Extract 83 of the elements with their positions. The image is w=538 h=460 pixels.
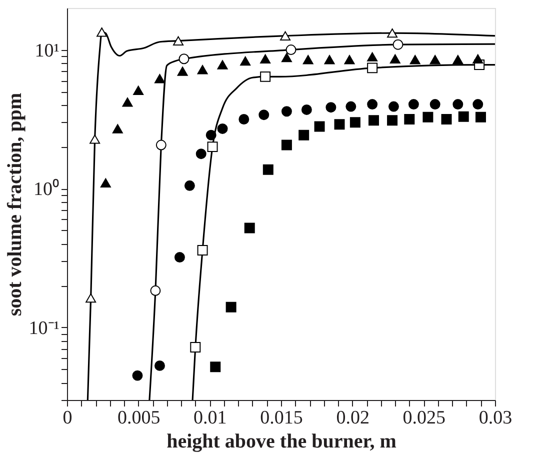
point bbox=[472, 54, 484, 64]
point bbox=[100, 178, 111, 188]
x-tick-label: 0.02 bbox=[336, 408, 370, 428]
point bbox=[298, 130, 310, 140]
point bbox=[244, 222, 255, 234]
point bbox=[150, 285, 161, 296]
point bbox=[390, 54, 400, 64]
point bbox=[190, 342, 201, 352]
point bbox=[262, 164, 274, 175]
point bbox=[387, 115, 398, 126]
point bbox=[346, 101, 356, 112]
point bbox=[430, 54, 440, 64]
point bbox=[344, 54, 355, 64]
point bbox=[226, 302, 236, 312]
point bbox=[367, 52, 378, 62]
point bbox=[210, 362, 221, 372]
point bbox=[302, 54, 314, 64]
point bbox=[430, 99, 440, 110]
point bbox=[197, 64, 208, 74]
point bbox=[387, 28, 398, 38]
point bbox=[174, 252, 185, 263]
point bbox=[334, 119, 345, 130]
point bbox=[178, 54, 190, 64]
x-tick-label: 0.01 bbox=[194, 408, 227, 428]
point bbox=[458, 111, 469, 122]
point bbox=[286, 44, 296, 56]
point bbox=[197, 244, 208, 256]
x-tick-label: 0 bbox=[62, 408, 72, 428]
point bbox=[122, 97, 133, 107]
point bbox=[258, 110, 270, 120]
point bbox=[156, 140, 166, 150]
point bbox=[452, 99, 464, 110]
point bbox=[133, 86, 144, 95]
point bbox=[96, 28, 108, 37]
x-tick-label: 0.025 bbox=[402, 408, 446, 428]
point bbox=[281, 106, 292, 117]
point bbox=[404, 114, 415, 124]
x-tick-label: 0.015 bbox=[260, 408, 303, 428]
point bbox=[422, 112, 434, 122]
point bbox=[177, 66, 188, 76]
point bbox=[408, 99, 419, 110]
point bbox=[281, 52, 292, 62]
point bbox=[367, 62, 378, 74]
point bbox=[260, 54, 271, 64]
point bbox=[280, 31, 291, 40]
y-tick-label: 10⁻¹ bbox=[28, 318, 60, 339]
point bbox=[388, 101, 399, 112]
point bbox=[206, 130, 216, 140]
point bbox=[441, 114, 452, 124]
point bbox=[475, 112, 486, 122]
point bbox=[392, 39, 404, 50]
x-tick-label: 0.005 bbox=[117, 408, 160, 428]
point bbox=[154, 74, 165, 84]
point bbox=[281, 140, 292, 150]
point bbox=[368, 115, 379, 126]
point bbox=[207, 142, 218, 152]
point bbox=[301, 104, 312, 115]
point bbox=[86, 293, 96, 303]
point bbox=[326, 102, 336, 113]
point bbox=[324, 54, 335, 64]
point bbox=[472, 99, 484, 110]
point bbox=[90, 134, 100, 144]
point bbox=[238, 114, 250, 124]
y-axis-title: soot volume fraction, ppm bbox=[4, 92, 26, 316]
point bbox=[132, 370, 143, 381]
point bbox=[314, 121, 325, 132]
x-tick-label: 0.03 bbox=[478, 408, 512, 428]
point bbox=[452, 54, 464, 64]
point bbox=[217, 123, 228, 134]
point bbox=[240, 56, 251, 66]
point bbox=[112, 124, 123, 134]
point bbox=[184, 180, 195, 191]
y-tick-label: 10¹ bbox=[34, 40, 60, 62]
point bbox=[217, 60, 228, 70]
y-tick-label: 10⁰ bbox=[34, 178, 60, 200]
point bbox=[154, 360, 165, 371]
point bbox=[367, 99, 378, 110]
point bbox=[410, 54, 420, 64]
point bbox=[196, 148, 206, 160]
x-axis-title: height above the burner, m bbox=[166, 430, 397, 452]
point bbox=[350, 117, 360, 128]
point bbox=[260, 71, 271, 82]
point bbox=[173, 36, 184, 46]
